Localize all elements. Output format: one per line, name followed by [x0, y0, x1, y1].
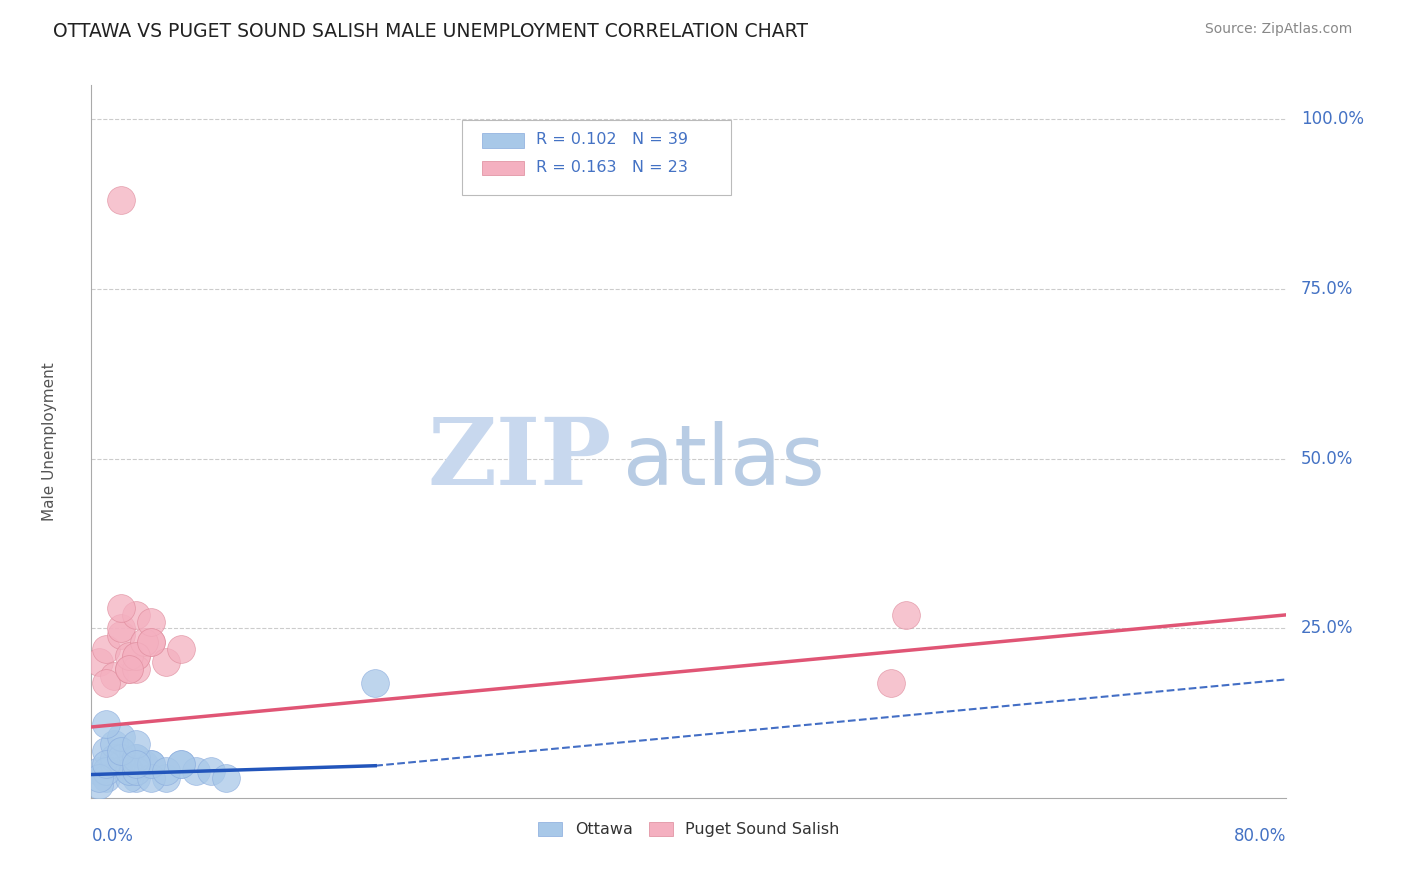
Point [118, 764, 141, 779]
Point [141, 635, 163, 649]
Point [87, 771, 110, 785]
Text: 25.0%: 25.0% [1301, 619, 1354, 638]
Text: OTTAWA VS PUGET SOUND SALISH MALE UNEMPLOYMENT CORRELATION CHART: OTTAWA VS PUGET SOUND SALISH MALE UNEMPL… [53, 22, 808, 41]
Point [96, 716, 118, 731]
Point [118, 764, 141, 779]
Point [215, 771, 238, 785]
Point [125, 662, 148, 676]
Point [132, 757, 155, 772]
Point [125, 750, 148, 764]
Point [110, 601, 132, 615]
Bar [482, 161, 524, 176]
Text: Source: ZipAtlas.com: Source: ZipAtlas.com [1205, 22, 1353, 37]
Point [155, 764, 177, 779]
Point [125, 750, 148, 764]
Point [110, 744, 132, 758]
Point [125, 764, 148, 779]
Point [110, 750, 132, 764]
Point [879, 675, 901, 690]
Point [118, 771, 141, 785]
Point [96, 641, 118, 656]
Point [110, 622, 132, 636]
Point [96, 764, 118, 779]
Point [132, 635, 155, 649]
Text: R = 0.163   N = 23: R = 0.163 N = 23 [536, 160, 688, 175]
Point [110, 744, 132, 758]
Point [364, 675, 387, 690]
Point [155, 771, 177, 785]
Point [200, 764, 222, 779]
Point [125, 757, 148, 772]
Point [125, 648, 148, 663]
Text: 50.0%: 50.0% [1301, 450, 1353, 467]
Text: R = 0.102   N = 39: R = 0.102 N = 39 [536, 132, 688, 147]
Text: 75.0%: 75.0% [1301, 279, 1353, 298]
Point [110, 757, 132, 772]
Point [894, 607, 917, 622]
Point [141, 757, 163, 772]
Point [110, 750, 132, 764]
Point [170, 641, 193, 656]
Point [118, 662, 141, 676]
Text: 0.0%: 0.0% [91, 827, 134, 845]
Point [118, 648, 141, 663]
Bar [482, 133, 524, 147]
Point [87, 764, 110, 779]
Point [155, 656, 177, 670]
Point [103, 669, 125, 683]
Point [170, 757, 193, 772]
Point [103, 750, 125, 764]
Point [184, 764, 207, 779]
Point [125, 648, 148, 663]
Text: 80.0%: 80.0% [1234, 827, 1286, 845]
Point [103, 757, 125, 772]
Point [110, 730, 132, 744]
Text: Male Unemployment: Male Unemployment [42, 362, 58, 521]
Point [170, 757, 193, 772]
Point [141, 757, 163, 772]
Point [87, 778, 110, 792]
Point [125, 737, 148, 751]
Point [118, 662, 141, 676]
FancyBboxPatch shape [461, 120, 731, 195]
Point [110, 194, 132, 208]
Point [96, 757, 118, 772]
Point [125, 607, 148, 622]
Point [125, 771, 148, 785]
Text: 100.0%: 100.0% [1301, 110, 1364, 128]
Point [96, 675, 118, 690]
Point [125, 764, 148, 779]
Point [103, 737, 125, 751]
Point [141, 615, 163, 629]
Point [110, 628, 132, 642]
Text: ZIP: ZIP [427, 415, 612, 504]
Legend: Ottawa, Puget Sound Salish: Ottawa, Puget Sound Salish [531, 815, 846, 844]
Point [141, 771, 163, 785]
Point [141, 635, 163, 649]
Point [87, 656, 110, 670]
Text: atlas: atlas [623, 421, 825, 502]
Point [96, 744, 118, 758]
Point [96, 771, 118, 785]
